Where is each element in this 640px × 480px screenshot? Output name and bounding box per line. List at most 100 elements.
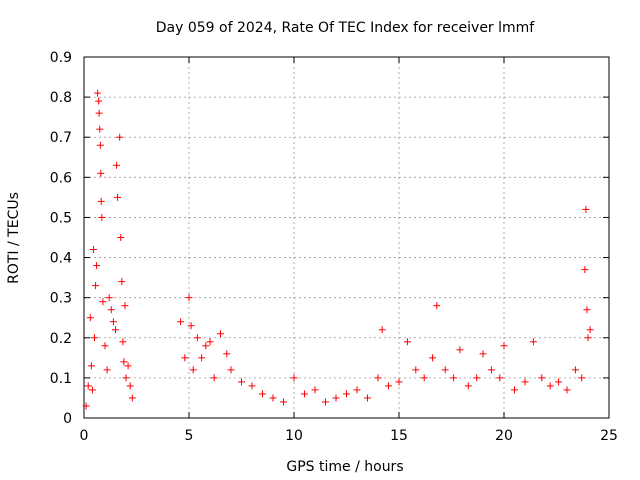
data-point [581,266,589,274]
y-tick-label: 0.6 [50,170,72,186]
y-tick-label: 0.2 [50,331,72,347]
x-tick-label: 25 [600,428,618,444]
data-point [259,390,266,398]
data-point [441,366,449,374]
data-point [99,298,107,306]
y-tick-label: 0.1 [50,371,72,387]
data-points [82,89,594,410]
data-point [450,374,458,382]
data-point [395,378,403,386]
data-point [227,366,235,374]
data-point [117,234,125,241]
data-point [511,386,518,394]
plot-area-frame [83,56,610,419]
data-point [429,354,437,362]
data-point [301,390,308,398]
data-point [364,394,371,402]
y-axis-ticks: 0 0.1 0.2 0.3 0.4 0.5 0.6 0.7 0.8 0.9 [50,50,609,427]
y-tick-label: 0.3 [50,291,72,307]
data-point [332,394,340,402]
data-point [121,302,129,310]
gridlines [84,57,609,418]
data-point [109,318,117,326]
chart-title: Day 059 of 2024, Rate Of TEC Index for r… [156,20,536,36]
y-tick-label: 0 [63,411,72,427]
data-point [82,402,90,410]
y-tick-label: 0.7 [50,130,72,146]
data-point [89,246,97,254]
data-point [189,366,197,374]
data-point [586,326,594,334]
data-point [187,322,195,330]
data-point [529,338,537,346]
data-point [280,398,287,406]
x-tick-label: 15 [390,428,408,444]
data-point [269,394,277,402]
data-point [84,382,92,390]
data-point [86,314,94,322]
data-point [473,374,481,382]
data-point [126,382,134,390]
data-point [546,382,554,390]
data-point [95,97,103,105]
data-point [555,378,563,386]
data-point [91,334,98,342]
data-point [128,394,136,402]
data-point [122,374,130,382]
data-point [420,374,428,382]
data-point [107,306,115,314]
data-point [464,382,472,390]
data-point [116,133,124,141]
data-point [103,366,111,374]
data-point [96,141,104,149]
data-point [88,386,96,394]
data-point [94,89,102,97]
data-point [538,374,546,382]
data-point [479,350,487,358]
data-point [105,294,113,302]
data-point [500,342,508,350]
x-axis-ticks: 0 5 10 15 20 25 [80,57,618,444]
data-point [223,350,231,358]
data-point [374,374,382,382]
data-point [353,386,361,394]
data-point [118,278,126,286]
data-point [119,338,127,346]
data-point [521,378,529,386]
data-point [206,338,214,346]
data-point [311,386,319,394]
data-point [202,342,210,350]
data-point [97,197,105,205]
y-tick-label: 0.9 [50,50,72,66]
data-point [578,374,586,382]
data-point [343,390,350,398]
data-point [92,282,100,290]
data-point [563,386,571,394]
data-point [120,358,128,366]
data-point [487,366,495,374]
data-point [193,334,201,342]
data-point [496,374,504,382]
x-axis-label: GPS time / hours [286,459,403,475]
data-point [456,346,464,354]
data-point [217,330,224,338]
x-tick-label: 5 [185,428,194,444]
data-point [98,213,106,221]
y-tick-label: 0.8 [50,90,72,106]
y-axis-label: ROTI / TECUs [6,192,22,284]
data-point [96,125,104,133]
data-point [248,382,256,390]
data-point [433,302,441,310]
data-point [290,374,298,382]
data-point [87,362,95,370]
data-point [582,205,590,213]
data-point [181,354,189,362]
data-point [177,318,185,326]
data-point [583,306,591,314]
data-point [385,382,392,390]
data-point [114,193,122,201]
data-point [95,109,103,117]
data-point [378,326,386,334]
data-point [571,366,579,374]
